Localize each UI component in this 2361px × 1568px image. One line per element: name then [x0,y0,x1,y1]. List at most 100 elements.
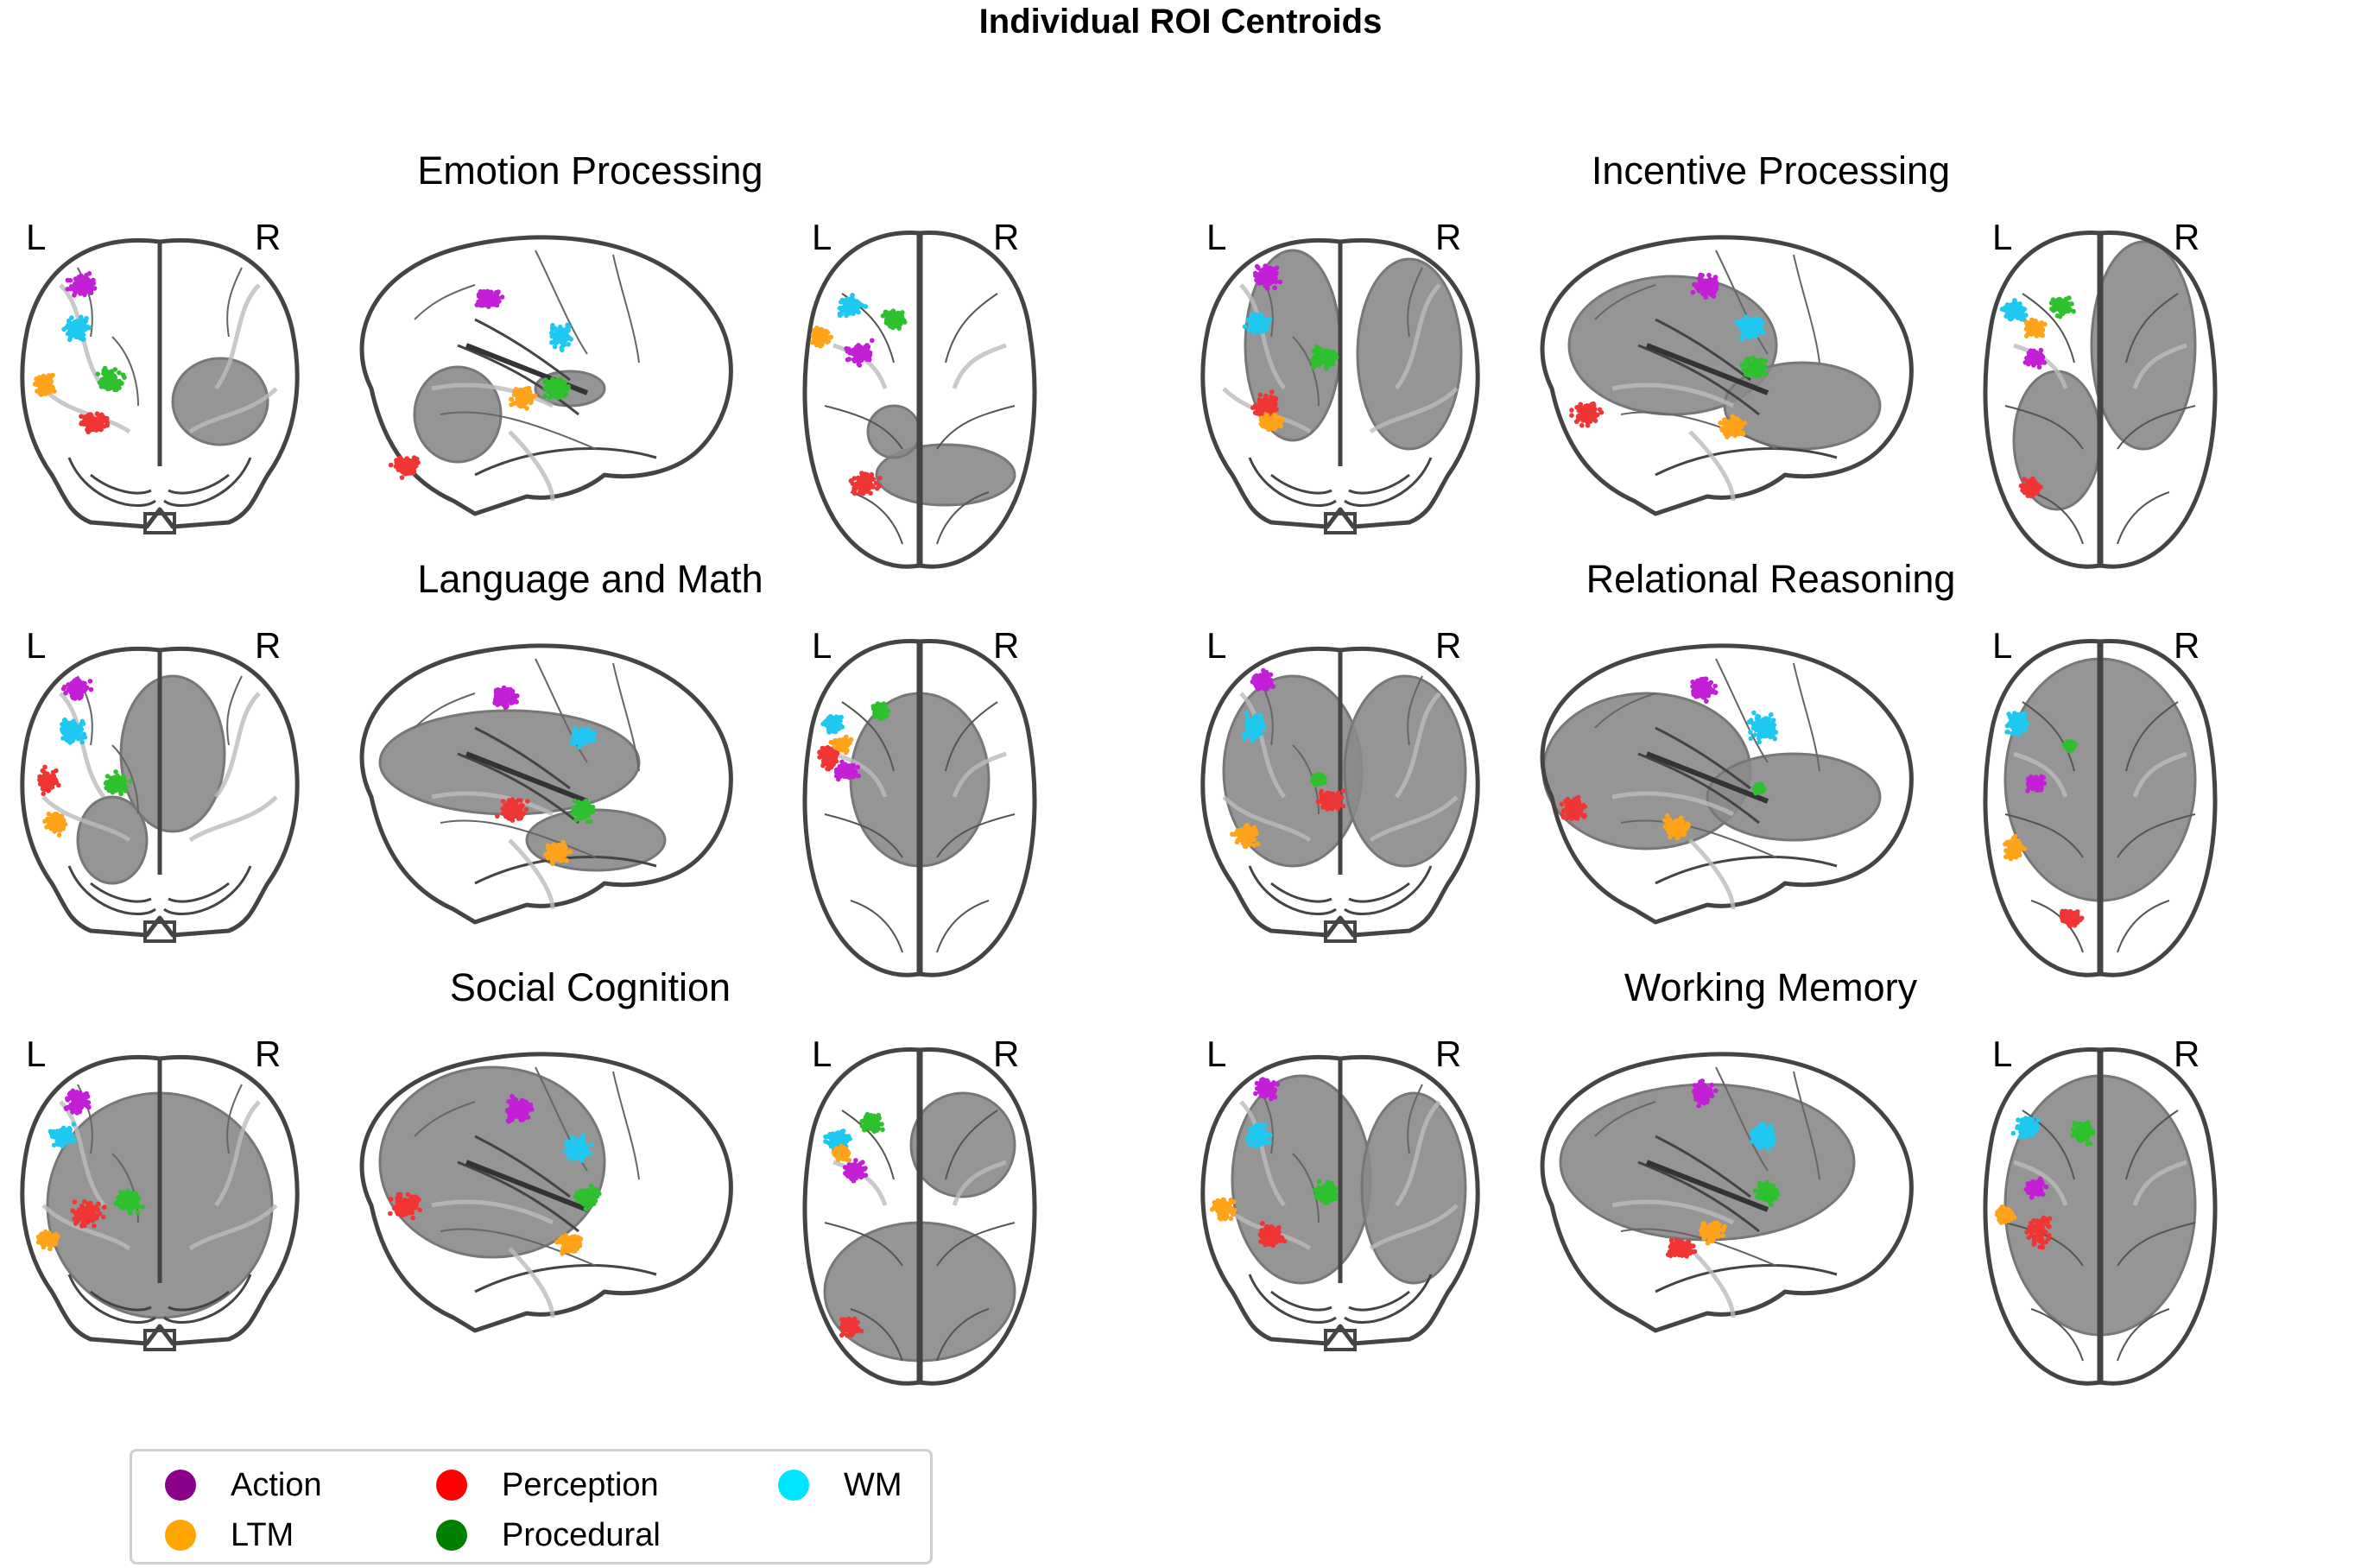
centroid-point [1263,269,1268,275]
centroid-point [1269,395,1275,401]
centroid-point [39,776,44,782]
centroid-point [1274,419,1280,424]
centroid-point [828,757,833,763]
centroid-point [118,381,123,386]
centroid-point [44,825,49,830]
centroid-point [1759,319,1764,326]
centroid-cluster-wm [820,714,845,735]
centroid-point [1259,275,1265,280]
centroid-point [585,819,591,825]
centroid-point [118,778,124,784]
centroid-point [552,389,558,395]
centroid-point [62,717,67,723]
centroid-point [2017,301,2022,307]
centroid-point [573,817,579,823]
centroid-point [858,357,863,363]
centroid-point [870,338,875,344]
centroid-point [1317,358,1322,364]
centroid-point [96,413,101,418]
centroid-cluster-ltm [1258,412,1285,433]
centroid-point [581,741,586,746]
centroid-point [826,724,831,729]
centroid-point [1742,420,1748,426]
centroid-cluster-ltm [509,385,538,411]
centroid-point [843,749,849,756]
centroid-point [81,421,86,427]
hemisphere-label-right: R [993,217,1020,257]
centroid-point [2034,486,2039,491]
centroid-point [50,372,55,378]
centroid-point [838,718,843,724]
centroid-point [42,819,47,825]
centroid-point [1259,318,1264,323]
centroid-point [1272,285,1277,291]
brain-svg-coronal [20,646,300,943]
centroid-point [1585,412,1591,418]
centroid-point [1725,434,1730,439]
centroid-point [399,466,404,472]
centroid-point [1584,404,1590,410]
centroid-point [75,319,80,324]
centroid-point [66,319,72,325]
centroid-point [1721,421,1727,427]
centroid-point [2066,307,2072,313]
centroid-point [1585,422,1591,428]
centroid-point [507,694,513,699]
centroid-cluster-procedural [1309,344,1339,371]
centroid-point [584,809,589,815]
centroid-point [552,344,558,350]
brain-view-sagittal [337,624,743,952]
centroid-point [1733,416,1738,421]
centroid-point [1744,316,1749,322]
centroid-point [870,484,876,490]
centroid-point [860,351,866,356]
centroid-point [2040,332,2046,338]
centroid-point [47,819,52,825]
centroid-point [37,375,42,380]
centroid-point [856,343,861,348]
centroid-point [2016,308,2021,313]
centroid-point [2026,356,2031,362]
centroid-point [1323,364,1329,369]
figure-title: Individual ROI Centroids [978,3,1383,41]
centroid-cluster-procedural [2048,295,2076,319]
centroid-point [2018,314,2023,320]
centroid-point [848,737,854,743]
centroid-cluster-action [2022,347,2048,370]
centroid-point [80,289,85,295]
centroid-point [491,301,497,307]
centroid-point [2010,313,2015,319]
centroid-point [1694,285,1700,290]
centroid-point [75,724,80,730]
centroid-point [515,804,520,810]
centroid-cluster-ltm [828,734,854,756]
centroid-point [1249,323,1255,329]
centroid-point [882,312,888,317]
centroid-point [518,399,524,405]
centroid-point [561,387,567,393]
centroid-point [564,329,570,335]
centroid-point [112,775,118,781]
centroid-point [831,725,836,730]
centroid-point [496,289,501,294]
centroid-point [1712,277,1717,283]
centroid-point [896,326,902,331]
centroid-point [510,800,516,806]
centroid-point [550,844,555,850]
centroid-point [1321,357,1326,363]
centroid-cluster-action [492,685,520,711]
centroid-point [1739,335,1744,340]
centroid-point [37,379,42,385]
centroid-point [2028,487,2034,492]
centroid-point [1576,408,1582,414]
centroid-point [1591,410,1596,415]
centroid-point [1259,326,1265,332]
centroid-point [1245,317,1251,323]
centroid-point [2023,313,2029,318]
centroid-point [851,476,858,481]
brain-view-coronal [1189,216,1509,561]
centroid-cluster-procedural [103,769,134,797]
centroid-cluster-procedural [570,798,596,825]
centroid-cluster-wm [569,725,598,749]
